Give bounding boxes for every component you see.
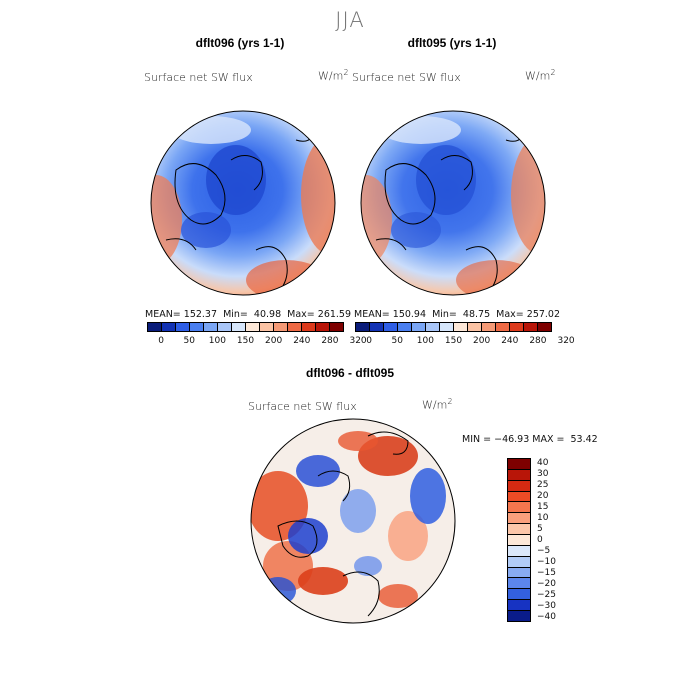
left-stats-text: MEAN= 152.37 Min= 40.98 Max= 261.59: [145, 309, 352, 320]
colorbar-tick-label: 100: [208, 336, 226, 346]
colorbar-tick-label: 15: [537, 502, 549, 513]
colorbar-swatch: [330, 323, 343, 331]
colorbar-swatch: [508, 578, 530, 590]
colorbar-swatch: [412, 323, 426, 331]
colorbar-swatch: [510, 323, 524, 331]
colorbar-tick-label: 200: [265, 336, 283, 346]
diff-variable-label: Surface net SW flux: [248, 400, 357, 413]
colorbar-swatch: [176, 323, 190, 331]
colorbar-tick-label: 320: [557, 336, 575, 346]
colorbar-swatch: [468, 323, 482, 331]
colorbar-swatch: [370, 323, 384, 331]
colorbar-tick-label: 240: [501, 336, 519, 346]
colorbar-swatch: [302, 323, 316, 331]
colorbar-swatch: [454, 323, 468, 331]
colorbar-tick-label: 20: [537, 491, 549, 502]
colorbar-tick-label: −20: [537, 578, 556, 589]
colorbar-swatch: [508, 567, 530, 579]
colorbar-tick-label: 0: [158, 336, 164, 346]
colorbar-swatch: [218, 323, 232, 331]
right-stats-text: MEAN= 150.94 Min= 48.75 Max= 257.02: [354, 309, 561, 320]
colorbar-swatch: [508, 556, 530, 568]
colorbar-swatch: [440, 323, 454, 331]
colorbar-tick-label: 30: [537, 469, 549, 480]
diff-units-label: W/m2: [422, 397, 453, 412]
diff-colorbar-ticks: 40 30 25 20 15 10 5 0 −5 −10 −15 −20 −25 −30 −40: [537, 458, 577, 622]
right-colorbar-ticks: 0 50 100 150 200 240 280 320: [355, 336, 574, 348]
colorbar-swatch: [426, 323, 440, 331]
colorbar-swatch: [508, 589, 530, 601]
colorbar-tick-label: 50: [391, 336, 403, 346]
colorbar-tick-label: 0: [537, 535, 543, 545]
colorbar-swatch: [316, 323, 330, 331]
colorbar-swatch: [508, 513, 530, 525]
colorbar-swatch: [508, 502, 530, 514]
colorbar-swatch: [398, 323, 412, 331]
colorbar-tick-label: 5: [537, 524, 543, 535]
right-panel-title: dflt095 (yrs 1-1): [407, 36, 497, 50]
colorbar-swatch: [204, 323, 218, 331]
colorbar-tick-label: 150: [236, 336, 255, 346]
left-units-label: W/m2: [318, 68, 349, 83]
right-variable-label: Surface net SW flux: [352, 71, 461, 84]
colorbar-swatch: [508, 469, 530, 481]
colorbar-swatch: [508, 600, 530, 612]
colorbar-tick-label: 100: [416, 336, 434, 346]
colorbar-tick-label: −25: [537, 589, 556, 600]
colorbar-swatch: [246, 323, 260, 331]
colorbar-tick-label: 280: [321, 336, 339, 346]
left-polar-map: [150, 110, 336, 296]
colorbar-tick-label: −30: [537, 600, 556, 611]
colorbar-tick-label: 25: [537, 480, 549, 491]
colorbar-tick-label: 240: [293, 336, 311, 346]
left-variable-label: Surface net SW flux: [144, 71, 253, 84]
colorbar-swatch: [384, 323, 398, 331]
colorbar-tick-label: 0: [366, 336, 372, 346]
colorbar-swatch: [274, 323, 288, 331]
colorbar-swatch: [482, 323, 496, 331]
colorbar-tick-label: 320: [349, 336, 367, 346]
colorbar-swatch: [162, 323, 176, 331]
left-colorbar: [147, 322, 344, 332]
colorbar-swatch: [232, 323, 246, 331]
left-colorbar-ticks: 0 50 100 150 200 240 280 320: [147, 336, 366, 348]
colorbar-swatch: [508, 535, 530, 546]
colorbar-tick-label: 50: [183, 336, 195, 346]
colorbar-tick-label: 150: [444, 336, 463, 346]
diff-polar-map: [250, 418, 456, 624]
diff-colorbar: [507, 458, 531, 622]
colorbar-swatch: [508, 491, 530, 503]
colorbar-swatch: [508, 480, 530, 492]
colorbar-swatch: [524, 323, 538, 331]
right-polar-map: [360, 110, 546, 296]
colorbar-tick-label: 10: [537, 513, 549, 524]
colorbar-swatch: [508, 524, 530, 536]
colorbar-tick-label: 200: [473, 336, 491, 346]
colorbar-swatch: [508, 459, 530, 470]
colorbar-swatch: [496, 323, 510, 331]
colorbar-tick-label: −40: [537, 611, 556, 622]
right-units-label: W/m2: [525, 68, 556, 83]
colorbar-swatch: [508, 545, 530, 557]
right-colorbar: [355, 322, 552, 332]
colorbar-swatch: [508, 611, 530, 621]
colorbar-tick-label: −10: [537, 556, 556, 567]
colorbar-swatch: [356, 323, 370, 331]
colorbar-tick-label: −5: [537, 545, 551, 556]
colorbar-swatch: [288, 323, 302, 331]
colorbar-swatch: [538, 323, 551, 331]
colorbar-tick-label: 280: [529, 336, 547, 346]
diff-panel-title: dflt096 - dflt095: [305, 366, 395, 380]
season-title: JJA: [335, 8, 365, 32]
colorbar-tick-label: −15: [537, 567, 556, 578]
colorbar-swatch: [260, 323, 274, 331]
colorbar-tick-label: 40: [537, 458, 549, 469]
left-panel-title: dflt096 (yrs 1-1): [195, 36, 285, 50]
diff-minmax-text: MIN = −46.93 MAX = 53.42: [462, 434, 598, 445]
colorbar-swatch: [190, 323, 204, 331]
colorbar-swatch: [148, 323, 162, 331]
